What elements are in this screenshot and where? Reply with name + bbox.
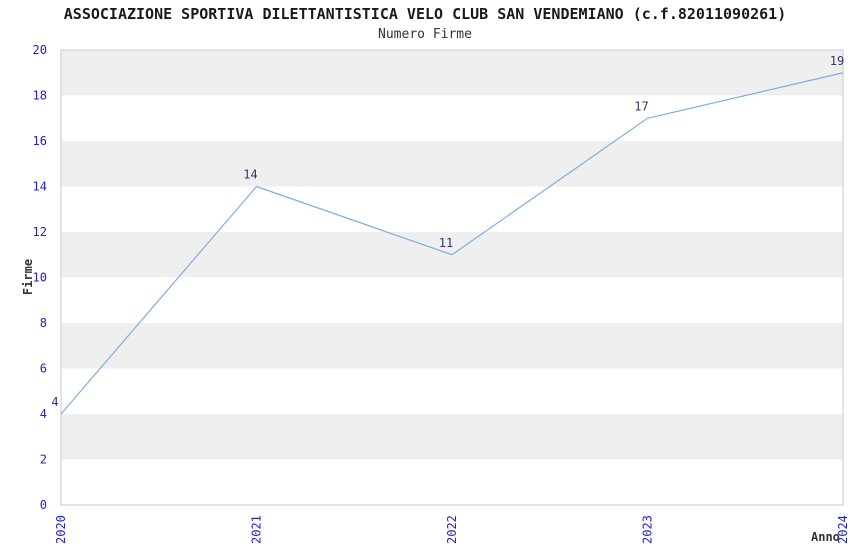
y-tick-label: 10 xyxy=(33,271,47,285)
data-point-label: 19 xyxy=(830,54,844,68)
y-tick-label: 18 xyxy=(33,89,47,103)
y-tick-label: 2 xyxy=(40,453,47,467)
chart-title: ASSOCIAZIONE SPORTIVA DILETTANTISTICA VE… xyxy=(63,5,787,23)
data-point-label: 17 xyxy=(634,99,648,113)
data-line xyxy=(60,72,844,415)
chart-subtitle: Numero Firme xyxy=(378,27,472,42)
x-tick-label: 2020 xyxy=(54,515,68,544)
y-tick-label: 0 xyxy=(40,498,47,512)
data-point-label: 4 xyxy=(51,395,58,409)
grid-band xyxy=(61,368,843,414)
grid-band xyxy=(61,323,843,369)
grid-band xyxy=(61,414,843,460)
y-tick-label: 20 xyxy=(33,43,47,57)
x-tick-label: 2023 xyxy=(641,515,655,544)
plot-border xyxy=(60,49,844,506)
grid-band xyxy=(61,95,843,141)
data-point-label: 14 xyxy=(243,168,257,182)
x-axis-label: Anno xyxy=(811,530,840,544)
x-tick-label: 2021 xyxy=(250,515,264,544)
y-tick-label: 6 xyxy=(40,362,47,376)
y-tick-label: 14 xyxy=(33,180,47,194)
grid-band xyxy=(61,186,843,232)
x-tick-label: 2024 xyxy=(836,515,850,544)
grid-band xyxy=(61,50,843,96)
grid-band xyxy=(61,277,843,323)
y-tick-label: 8 xyxy=(40,316,47,330)
grid-band xyxy=(61,459,843,505)
data-point-label: 11 xyxy=(439,236,453,250)
x-tick-label: 2022 xyxy=(445,515,459,544)
y-tick-label: 12 xyxy=(33,225,47,239)
grid-band xyxy=(61,141,843,187)
y-tick-label: 16 xyxy=(33,134,47,148)
y-tick-label: 4 xyxy=(40,407,47,421)
